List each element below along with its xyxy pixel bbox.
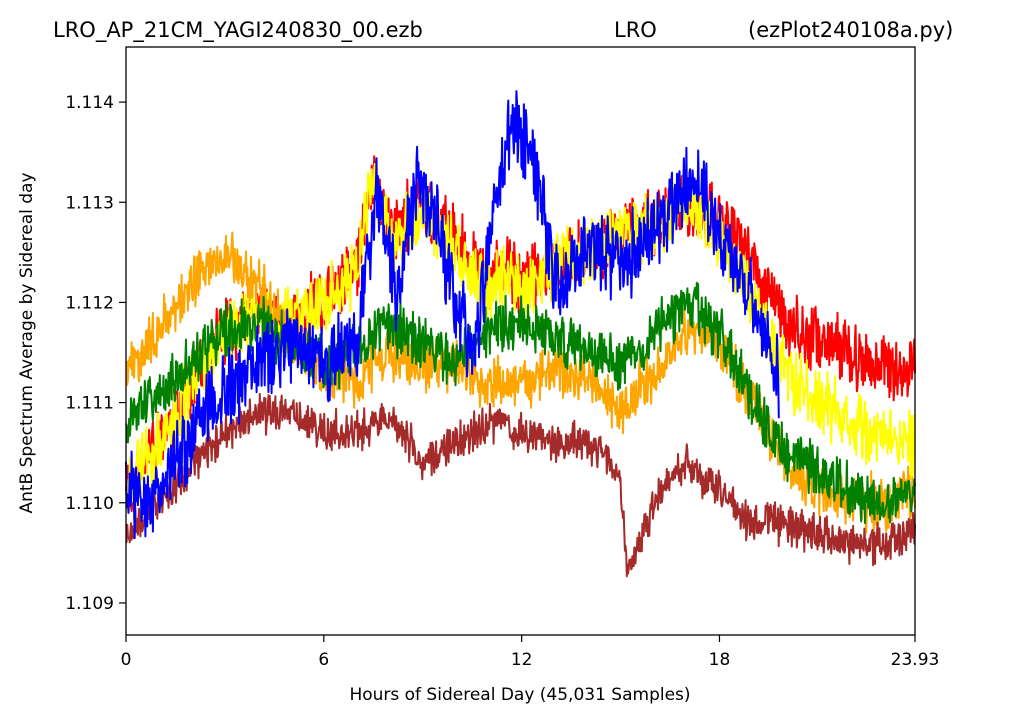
y-axis-label: AntB Spectrum Average by Sidereal day bbox=[17, 172, 37, 513]
x-tick-label: 6 bbox=[318, 650, 329, 670]
title-site: LRO bbox=[614, 18, 657, 42]
series-layer bbox=[125, 90, 916, 578]
title-program: (ezPlot240108a.py) bbox=[748, 18, 953, 42]
x-tick-label: 23.93 bbox=[891, 650, 940, 670]
title-file: LRO_AP_21CM_YAGI240830_00.ezb bbox=[53, 18, 423, 43]
plot-frame bbox=[125, 46, 916, 636]
x-tick-label: 18 bbox=[709, 650, 731, 670]
x-tick-label: 0 bbox=[121, 650, 132, 670]
y-tick-label: 1.114 bbox=[65, 93, 114, 113]
y-axis-ticks: 1.109 1.110 1.111 1.112 1.113 1.114 bbox=[65, 93, 126, 614]
series-line-4 bbox=[125, 392, 916, 578]
y-tick-label: 1.109 bbox=[65, 594, 114, 614]
y-tick-label: 1.110 bbox=[65, 494, 114, 514]
y-tick-label: 1.113 bbox=[65, 193, 114, 213]
y-tick-label: 1.112 bbox=[65, 293, 114, 313]
x-axis-ticks: 0 6 12 18 23.93 bbox=[121, 635, 940, 670]
x-tick-label: 12 bbox=[511, 650, 533, 670]
series-line-5 bbox=[125, 90, 780, 540]
y-tick-label: 1.111 bbox=[65, 394, 114, 414]
x-axis-label: Hours of Sidereal Day (45,031 Samples) bbox=[349, 685, 690, 705]
